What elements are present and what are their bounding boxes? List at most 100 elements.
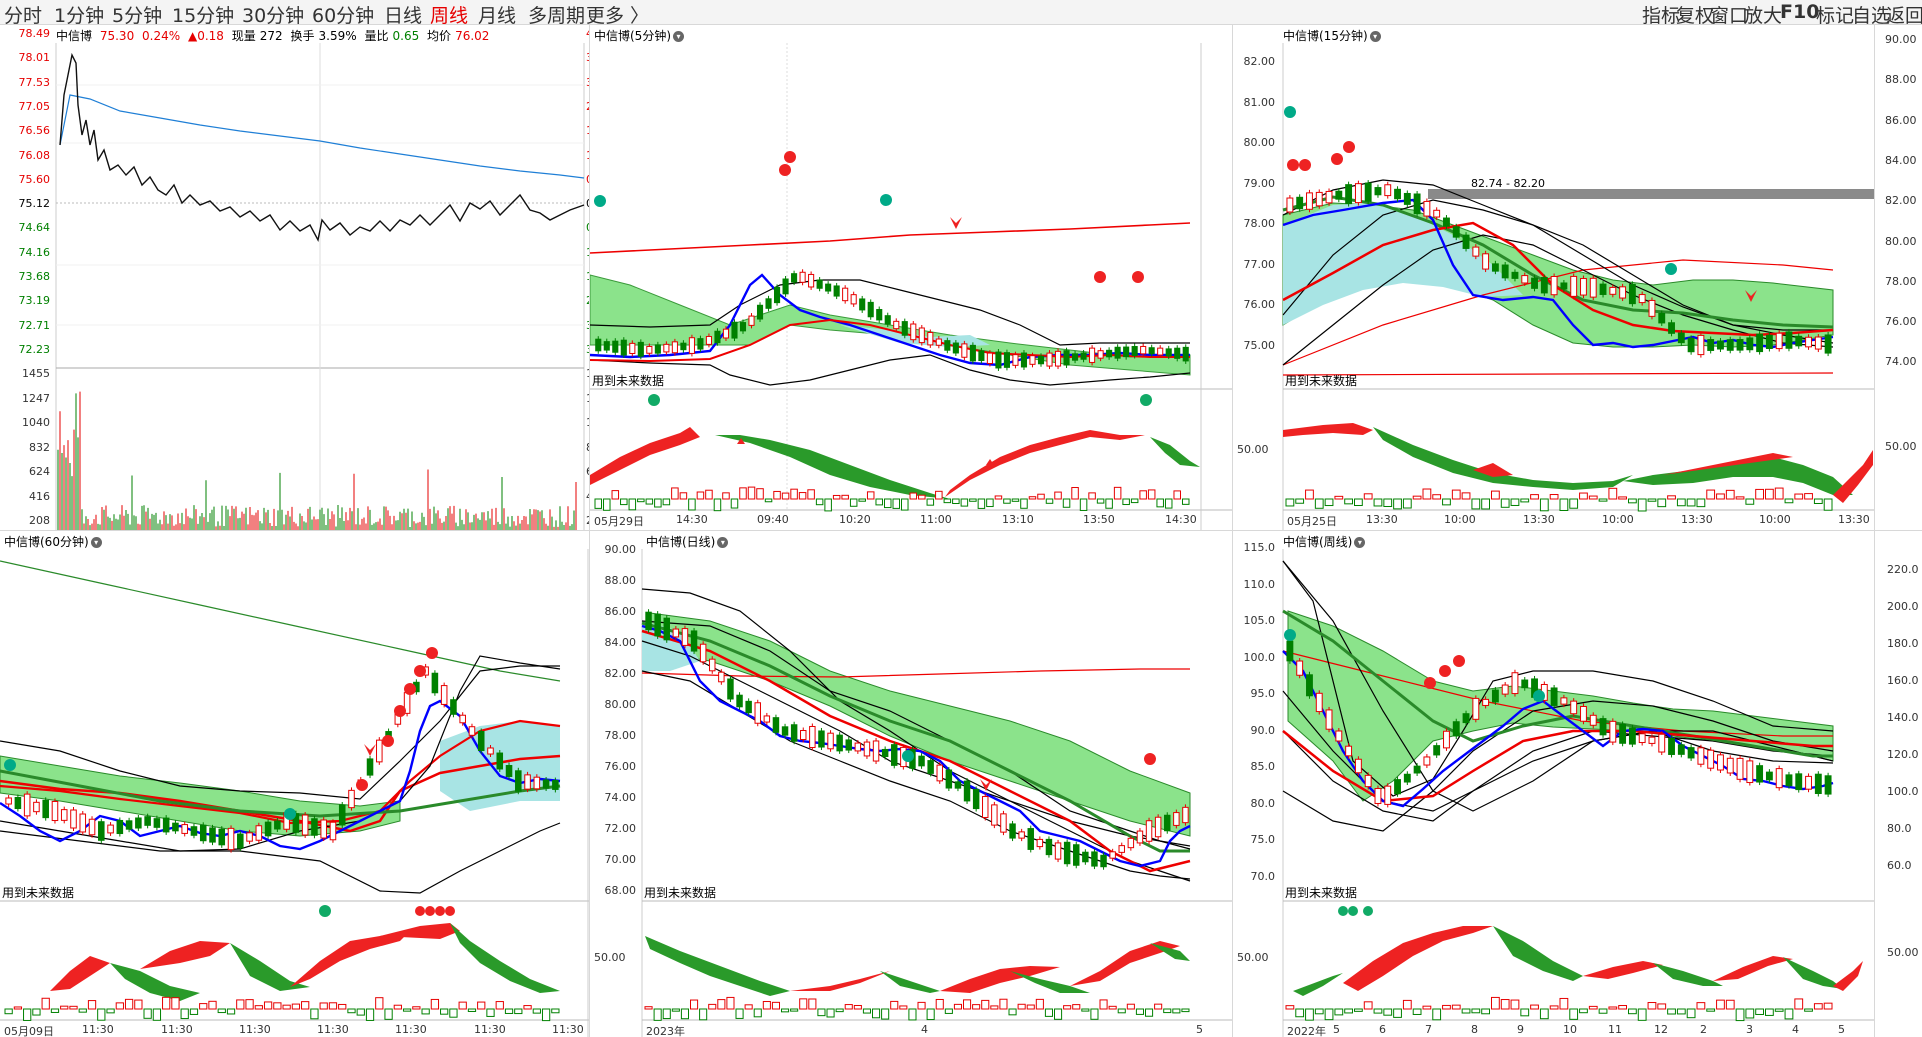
axis-tick-label: 72.00: [604, 822, 637, 835]
tab-1min[interactable]: 1分钟: [54, 5, 105, 27]
osc-bar: [1063, 1005, 1072, 1010]
x-axis-label: 10:20: [839, 513, 871, 526]
menu-watchlist[interactable]: 自选: [1852, 5, 1891, 27]
osc-bar: [1037, 493, 1045, 500]
chevron-down-icon[interactable]: ▾: [673, 31, 684, 42]
osc-bar: [282, 1004, 291, 1010]
tab-daily[interactable]: 日线: [384, 5, 423, 27]
osc-bar: [986, 498, 994, 508]
candle-body: [496, 752, 504, 770]
candle-body: [603, 341, 610, 351]
candle-body: [800, 730, 807, 740]
chevron-down-icon[interactable]: ▾: [1369, 31, 1381, 42]
candle-body: [1100, 854, 1107, 868]
axis-tick-label: 88.00: [1885, 73, 1917, 87]
chevron-down-icon[interactable]: ▾: [1354, 537, 1366, 548]
osc-bar: [628, 498, 637, 511]
candle-body: [70, 809, 77, 829]
candle-body: [961, 343, 968, 358]
tab-more[interactable]: 更多 〉: [586, 5, 650, 27]
candle-body: [1140, 345, 1147, 355]
candle-body: [745, 700, 752, 714]
x-axis-label: 2: [1700, 1023, 1707, 1036]
osc-bar: [899, 1005, 908, 1010]
osc-bar: [708, 1003, 717, 1010]
candle-body: [1296, 196, 1304, 210]
candle-body: [1046, 352, 1053, 367]
timeshare-panel: 中信博 75.30 0.24% ▲0.18 现量 272 换手 3.59% 量比 0.…: [0, 25, 589, 530]
menu-back[interactable]: 返回: [1886, 5, 1922, 27]
axis-tick-label: 74.64: [18, 221, 51, 235]
osc-bar: [960, 498, 969, 507]
axis-tick-label: 75.12: [18, 197, 51, 211]
candle-body: [1345, 184, 1353, 205]
axis-tick-label: 0.00%: [586, 197, 589, 210]
osc-bar: [1154, 1003, 1163, 1010]
osc-bar: [977, 498, 986, 509]
axis-tick-label: 105.0: [1243, 614, 1276, 627]
osc-bar: [671, 487, 679, 500]
candle-body: [1443, 730, 1450, 749]
x-axis-label: 10:00: [1759, 513, 1791, 526]
menu-adjust[interactable]: 复权: [1676, 5, 1715, 27]
axis-tick-label: 77.53: [18, 75, 51, 89]
chevron-down-icon[interactable]: ▾: [717, 537, 729, 548]
tab-multiperiod[interactable]: 多周期: [528, 5, 586, 27]
candle-body: [1599, 283, 1607, 295]
osc-bar: [254, 1005, 263, 1010]
menu-f10[interactable]: F10: [1780, 1, 1820, 23]
axis-tick-label: 1.28%: [586, 246, 589, 259]
candle-body: [1315, 692, 1323, 713]
candle-body: [867, 301, 874, 318]
tab-weekly[interactable]: 周线: [430, 5, 469, 27]
osc-bar: [1105, 498, 1113, 509]
tab-monthly[interactable]: 月线: [478, 5, 517, 27]
axis-tick-label: 416: [29, 489, 50, 503]
tab-timeshare[interactable]: 分时: [4, 5, 43, 27]
menu-mark[interactable]: 标记: [1816, 5, 1855, 27]
axis-tick-label: 74.00: [1885, 355, 1917, 369]
candle-body: [1609, 720, 1617, 743]
candle-body: [23, 793, 31, 817]
axis-tick-label: 70.00: [604, 853, 637, 866]
candle-body: [637, 341, 644, 357]
candle-body: [125, 820, 133, 830]
candle-body: [1638, 733, 1646, 744]
candle-body: [1668, 322, 1675, 334]
menu-window[interactable]: 窗口: [1710, 5, 1749, 27]
candle-body: [808, 273, 815, 288]
tab-5min[interactable]: 5分钟: [112, 5, 163, 27]
chevron-down-icon[interactable]: ▾: [90, 537, 102, 548]
future-data-label-15min: 用到未来数据: [1285, 374, 1358, 388]
candle-body: [1413, 193, 1421, 215]
osc-bar: [645, 498, 654, 505]
osc-bar: [1549, 494, 1559, 500]
candle-body: [714, 330, 721, 344]
menu-indicator[interactable]: 指标: [1642, 5, 1681, 27]
osc-bar: [1079, 498, 1088, 511]
candle-body: [790, 724, 798, 742]
osc-bar: [50, 1008, 60, 1013]
candle-body: [1628, 283, 1636, 305]
candle-body: [1658, 312, 1666, 324]
osc-bar: [909, 492, 918, 500]
osc-bar: [1520, 498, 1530, 503]
menu-zoom[interactable]: 放大: [1744, 5, 1783, 27]
osc-bar: [1305, 489, 1314, 500]
osc-bar: [208, 1000, 217, 1010]
tab-60min[interactable]: 60分钟: [312, 5, 375, 27]
osc-bar: [1071, 487, 1079, 500]
candle-body: [754, 702, 761, 724]
candle-body: [1531, 277, 1538, 289]
tab-30min[interactable]: 30分钟: [242, 5, 305, 27]
x-axis-label: 05月25日: [1287, 515, 1337, 528]
candle-body: [969, 344, 976, 362]
candle-body: [629, 342, 636, 354]
candle-body: [450, 699, 457, 715]
axis-tick-label: 120.0: [1887, 748, 1919, 761]
candle-body: [645, 611, 652, 631]
x-axis-label: 13:30: [1523, 513, 1555, 526]
tab-15min[interactable]: 15分钟: [172, 5, 235, 27]
osc-bar: [1422, 1005, 1432, 1010]
x-axis-label: 8: [1471, 1023, 1478, 1036]
